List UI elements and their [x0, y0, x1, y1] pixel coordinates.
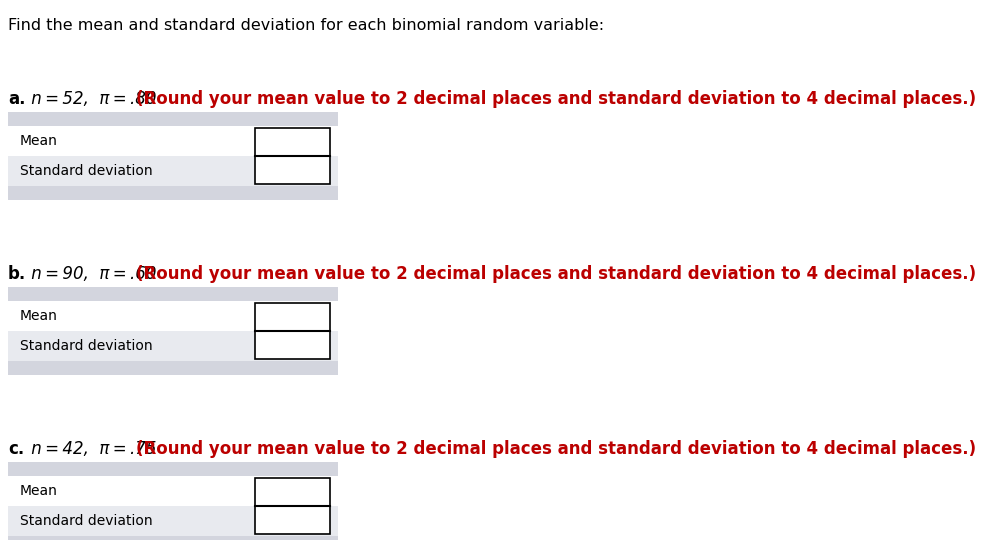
Text: Standard deviation: Standard deviation — [20, 339, 153, 353]
Text: Standard deviation: Standard deviation — [20, 514, 153, 528]
Text: b.: b. — [8, 265, 26, 283]
Bar — [8, 156, 338, 186]
Bar — [255, 478, 330, 534]
Text: Standard deviation: Standard deviation — [20, 164, 153, 178]
Text: (Round your mean value to 2 decimal places and standard deviation to 4 decimal p: (Round your mean value to 2 decimal plac… — [136, 440, 976, 458]
Text: Find the mean and standard deviation for each binomial random variable:: Find the mean and standard deviation for… — [8, 18, 604, 33]
Bar — [8, 361, 338, 375]
Bar — [8, 287, 338, 301]
Bar — [8, 536, 338, 540]
Text: Mean: Mean — [20, 484, 58, 498]
Bar — [8, 126, 338, 156]
Text: n = 42,  π = .75: n = 42, π = .75 — [26, 440, 162, 458]
Bar — [8, 462, 338, 476]
Text: c.: c. — [8, 440, 24, 458]
Text: Mean: Mean — [20, 134, 58, 148]
Text: n = 90,  π = .60: n = 90, π = .60 — [26, 265, 162, 283]
Text: n = 52,  π = .80: n = 52, π = .80 — [26, 90, 162, 108]
Bar — [8, 301, 338, 331]
Bar — [8, 331, 338, 361]
Bar — [8, 112, 338, 126]
Bar — [8, 506, 338, 536]
Bar — [255, 303, 330, 359]
Text: (Round your mean value to 2 decimal places and standard deviation to 4 decimal p: (Round your mean value to 2 decimal plac… — [136, 265, 976, 283]
Text: Mean: Mean — [20, 309, 58, 323]
Bar — [255, 128, 330, 184]
Text: a.: a. — [8, 90, 26, 108]
Bar — [8, 186, 338, 200]
Text: (Round your mean value to 2 decimal places and standard deviation to 4 decimal p: (Round your mean value to 2 decimal plac… — [136, 90, 976, 108]
Bar — [8, 476, 338, 506]
